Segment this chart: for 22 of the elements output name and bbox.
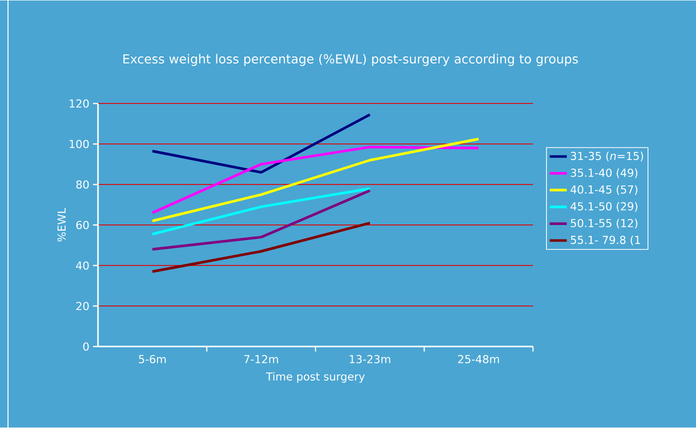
- x-tick-label: 7-12m: [244, 355, 278, 364]
- chart-title: Excess weight loss percentage (%EWL) post-surgery according to groups: [123, 54, 578, 66]
- x-tick-label: 25-48m: [458, 355, 499, 364]
- legend-label: 55.1- 79.8 (1: [570, 236, 640, 246]
- legend-label: 45.1-50 (29): [570, 202, 638, 212]
- legend-label: 50.1-55 (12): [570, 218, 638, 229]
- y-tick-label: 120: [70, 99, 89, 108]
- y-tick-label: 0: [83, 342, 89, 351]
- x-tick-label: 5-6m: [138, 355, 166, 364]
- legend-label: 35.1-40 (49): [570, 168, 638, 178]
- line-series: [151, 138, 480, 222]
- y-tick-label: 40: [76, 261, 89, 270]
- legend-label: 40.1-45 (57): [570, 185, 638, 195]
- y-tick-label: 80: [76, 180, 89, 189]
- y-tick-label: 100: [70, 140, 89, 148]
- y-tick-label: 60: [76, 220, 89, 230]
- x-tick-label: 13-23m: [350, 355, 390, 364]
- x-axis-title: Time post surgery: [266, 372, 365, 383]
- y-axis-title: %EWL: [57, 208, 66, 242]
- y-tick-label: 20: [76, 302, 89, 310]
- line-series: [151, 146, 480, 214]
- legend-label: 31-35 (n=15): [570, 152, 644, 162]
